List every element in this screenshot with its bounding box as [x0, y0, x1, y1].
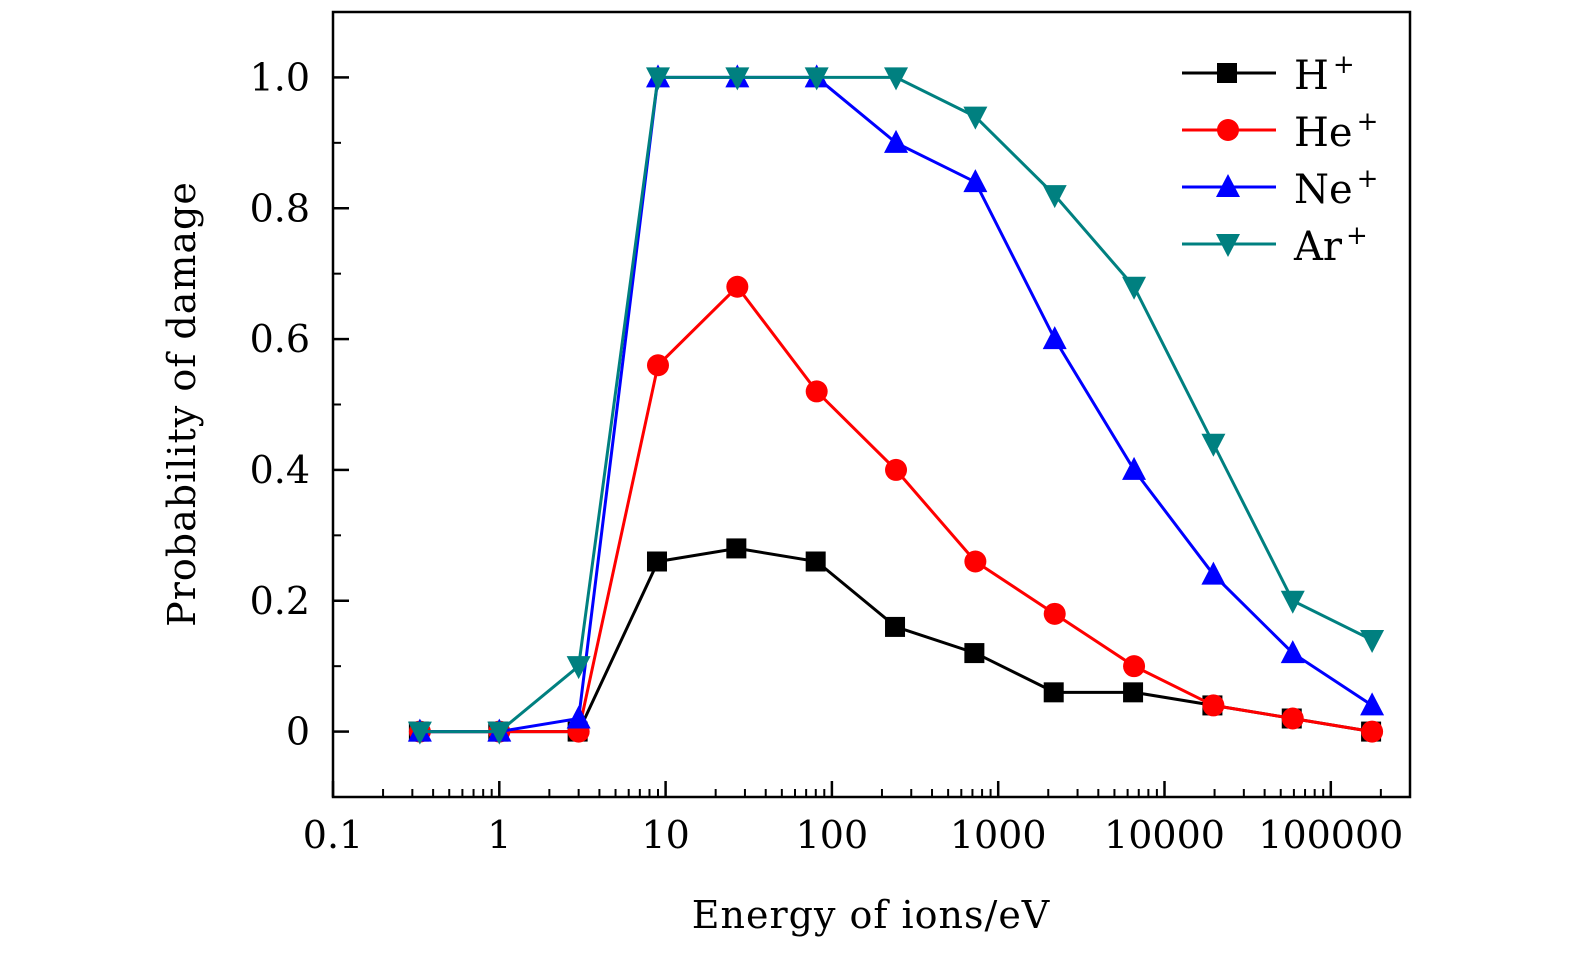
- series-he: [408, 275, 1384, 743]
- series-ar: [407, 67, 1385, 745]
- data-point-ne: [1122, 456, 1147, 480]
- data-point-he: [1043, 602, 1066, 625]
- data-point-ar: [487, 721, 512, 745]
- y-tick-label: 0.4: [250, 448, 310, 492]
- data-point-ar: [1280, 590, 1305, 614]
- data-point-h: [646, 551, 667, 572]
- data-point-ar: [1122, 276, 1147, 300]
- data-point-ar: [725, 67, 750, 91]
- legend-item-he: He +: [1182, 107, 1378, 156]
- series-layer: [407, 64, 1385, 745]
- legend-item-ne: Ne +: [1182, 164, 1378, 213]
- x-tick-label: 100000: [1258, 813, 1403, 857]
- legend-marker: [1217, 63, 1237, 83]
- y-tick-label: 0: [286, 710, 310, 754]
- data-point-h: [1043, 682, 1064, 703]
- data-point-ar: [645, 67, 670, 91]
- x-tick-label: 10: [641, 813, 689, 857]
- data-point-ar: [1042, 185, 1067, 209]
- data-point-ne: [963, 169, 988, 193]
- x-tick-label: 10000: [1104, 813, 1225, 857]
- data-point-ar: [566, 656, 591, 680]
- data-point-ne: [1360, 692, 1385, 716]
- data-point-h: [726, 538, 747, 559]
- data-point-he: [964, 550, 987, 573]
- data-point-ar: [963, 106, 988, 130]
- legend-item-h: H +: [1182, 50, 1355, 99]
- data-point-ar: [884, 67, 909, 91]
- legend-marker: [1216, 234, 1240, 257]
- data-point-h: [1123, 682, 1144, 703]
- x-tick-label: 100: [796, 813, 869, 857]
- data-point-he: [1281, 707, 1304, 730]
- data-point-ne: [1201, 561, 1226, 585]
- series-h: [408, 538, 1382, 742]
- y-axis-title: Probability of damage: [160, 181, 204, 627]
- y-tick-label: 0.2: [250, 579, 310, 623]
- legend: H + He + Ne + Ar +: [1182, 50, 1378, 270]
- data-point-ar: [407, 721, 432, 745]
- y-axis-ticks: 0 0.2 0.4 0.6 0.8 1.0: [250, 55, 349, 754]
- y-tick-label: 1.0: [250, 55, 310, 99]
- data-point-he: [726, 275, 749, 298]
- x-tick-label: 1: [487, 813, 511, 857]
- data-point-he: [646, 354, 669, 377]
- data-point-ar: [804, 67, 829, 91]
- x-axis-ticks: 0.1 1 10 100 1000 10000 100000: [303, 781, 1403, 857]
- legend-label: Ne +: [1294, 164, 1378, 213]
- data-point-ar: [1201, 433, 1226, 457]
- data-point-he: [805, 380, 828, 403]
- data-point-he: [1123, 655, 1146, 678]
- legend-label: H +: [1294, 50, 1355, 99]
- legend-item-ar: Ar +: [1182, 221, 1368, 270]
- data-point-h: [964, 643, 985, 664]
- data-point-ne: [884, 129, 909, 153]
- legend-label: He +: [1294, 107, 1378, 156]
- series-ne: [407, 64, 1385, 742]
- data-point-he: [1361, 720, 1384, 743]
- legend-marker: [1216, 174, 1240, 197]
- data-point-h: [805, 551, 826, 572]
- data-point-ne: [1280, 640, 1305, 664]
- data-point-he: [885, 458, 908, 481]
- data-point-h: [885, 616, 906, 637]
- data-point-ar: [1360, 630, 1385, 653]
- series-line-he: [419, 284, 1373, 734]
- y-tick-label: 0.6: [250, 317, 310, 361]
- data-point-ne: [1042, 326, 1067, 350]
- legend-marker: [1217, 119, 1239, 141]
- data-point-he: [1202, 694, 1225, 717]
- legend-label: Ar +: [1293, 221, 1368, 270]
- data-point-ne: [566, 705, 591, 729]
- x-axis-title: Energy of ions/eV: [692, 893, 1051, 937]
- y-tick-label: 0.8: [250, 186, 310, 230]
- x-tick-label: 0.1: [303, 813, 363, 857]
- x-tick-label: 1000: [950, 813, 1047, 857]
- series-line-h: [419, 546, 1373, 734]
